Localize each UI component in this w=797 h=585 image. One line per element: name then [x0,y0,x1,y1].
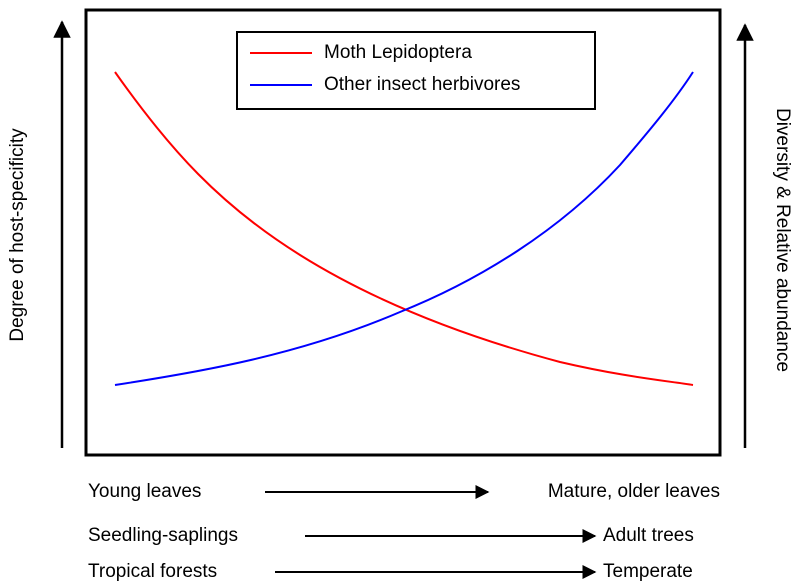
legend-box [236,31,596,110]
plot-frame [84,8,722,457]
moth-curve [114,71,694,386]
herbivore-curve [114,71,694,386]
gradient-end: Temperate [603,561,693,582]
gradient-start: Young leaves [88,481,201,502]
legend-label: Moth Lepidoptera [324,42,472,63]
left-axis-label: Degree of host-specificity [7,128,28,342]
right-axis-label: Diversity & Relative abundance [772,108,793,372]
gradient-start: Tropical forests [88,561,217,582]
gradient-end: Mature, older leaves [548,481,720,502]
gradient-start: Seedling-saplings [88,525,238,546]
gradient-end: Adult trees [603,525,694,546]
legend-label: Other insect herbivores [324,74,520,95]
